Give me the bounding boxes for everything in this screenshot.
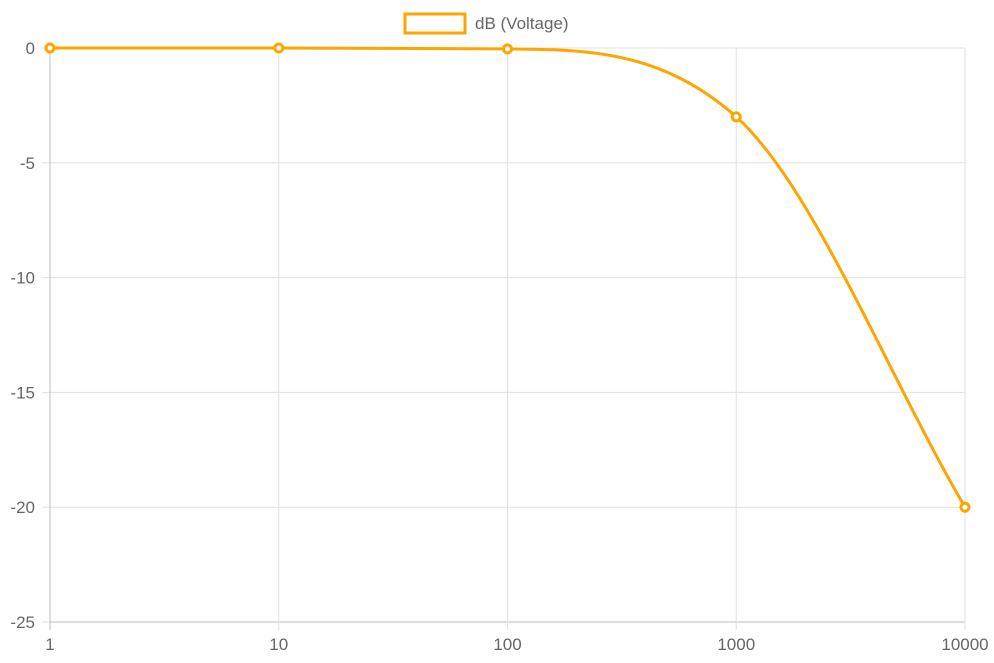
x-tick-label: 10000	[941, 635, 988, 654]
x-tick-label: 10	[269, 635, 288, 654]
data-point[interactable]	[273, 42, 285, 54]
legend-swatch[interactable]	[403, 12, 467, 35]
y-tick-label: -15	[10, 383, 35, 402]
y-tick-label: -20	[10, 498, 35, 517]
data-point[interactable]	[959, 501, 971, 513]
data-point[interactable]	[730, 111, 742, 123]
y-tick-label: -25	[10, 613, 35, 632]
x-tick-label: 1000	[717, 635, 755, 654]
y-tick-label: -5	[20, 154, 35, 173]
x-tick-label: 100	[493, 635, 521, 654]
data-point[interactable]	[502, 43, 513, 55]
data-point[interactable]	[44, 42, 56, 54]
legend-label[interactable]: dB (Voltage)	[475, 14, 569, 33]
series-layer	[44, 42, 971, 513]
y-tick-label: 0	[26, 39, 35, 58]
y-tick-label: -10	[10, 269, 35, 288]
grid-layer	[42, 47, 966, 630]
legend[interactable]: dB (Voltage)	[403, 12, 569, 35]
series-line	[49, 46, 967, 508]
axis-layer: 0 -5 -10 -15 -20 -25 1 10 100 1000 10000	[10, 39, 988, 654]
x-tick-label: 1	[45, 635, 54, 654]
